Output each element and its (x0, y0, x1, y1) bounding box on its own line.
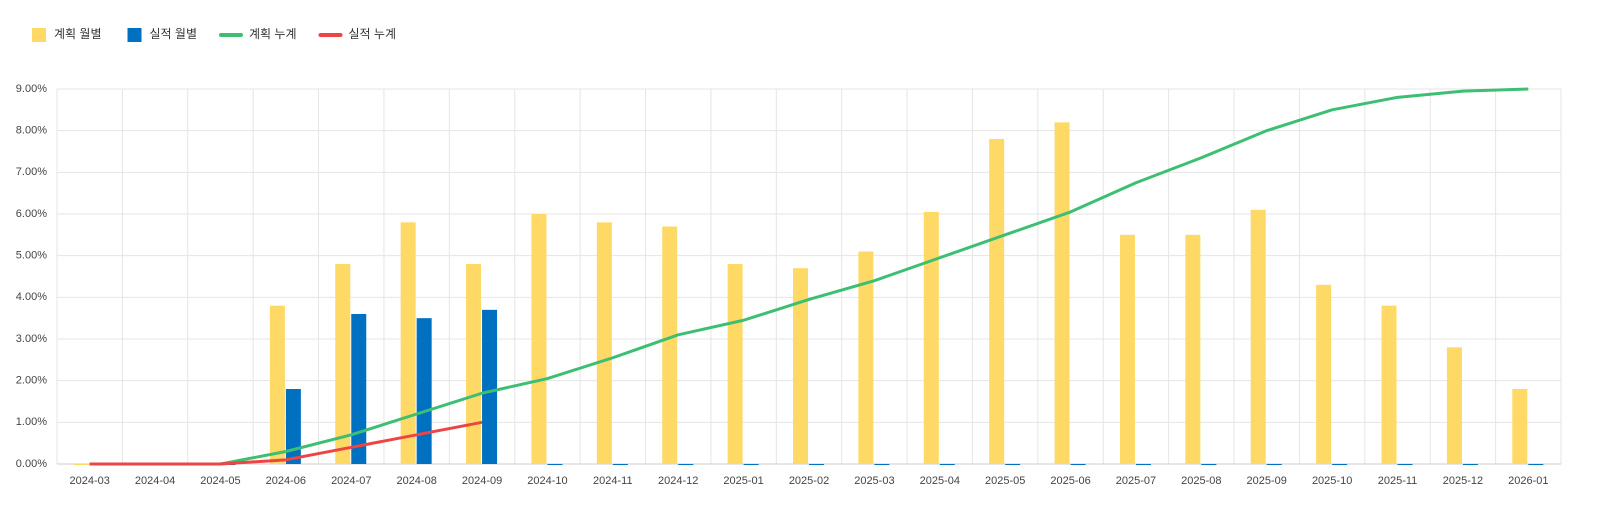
legend-label: 계획 누계 (249, 27, 297, 41)
bar (923, 211, 939, 464)
legend-swatch (219, 33, 243, 37)
bar (1528, 464, 1544, 465)
bar (1512, 389, 1528, 464)
bar (466, 264, 482, 464)
bar (547, 464, 563, 465)
bar (793, 268, 808, 464)
bar (662, 226, 678, 464)
legend-swatch (32, 28, 46, 42)
x-tick-label: 2025-09 (1247, 475, 1287, 487)
bar (482, 309, 498, 464)
bar (1201, 464, 1217, 465)
bar (858, 251, 874, 464)
x-tick-label: 2024-10 (527, 475, 567, 487)
x-tick-label: 2024-04 (135, 475, 175, 487)
y-tick-label: 5.00% (16, 250, 47, 262)
bar (1381, 305, 1397, 464)
bar (335, 264, 351, 464)
bar (1250, 209, 1266, 464)
bar (531, 214, 547, 464)
x-tick-label: 2025-12 (1443, 475, 1483, 487)
legend-label: 실적 월별 (150, 27, 198, 41)
bar (400, 222, 416, 464)
bar (73, 464, 89, 465)
bar (1266, 464, 1282, 465)
bar (612, 464, 628, 465)
bar (269, 305, 285, 464)
bar (874, 464, 890, 465)
x-tick-label: 2025-06 (1050, 475, 1090, 487)
y-tick-label: 3.00% (16, 333, 47, 345)
legend-label: 실적 누계 (349, 27, 397, 41)
bar (678, 464, 694, 465)
legend-label: 계획 월별 (54, 27, 102, 41)
line (89, 87, 1529, 466)
bar (743, 464, 759, 465)
x-tick-label: 2024-07 (331, 475, 371, 487)
x-tick-label: 2025-04 (920, 475, 960, 487)
x-tick-label: 2025-02 (789, 475, 829, 487)
y-tick-label: 2.00% (16, 375, 47, 387)
x-tick-label: 2025-05 (985, 475, 1025, 487)
bar (1185, 234, 1201, 464)
x-tick-label: 2024-12 (658, 475, 698, 487)
bar (1135, 464, 1151, 465)
bar (1332, 464, 1348, 465)
x-tick-label: 2024-09 (462, 475, 502, 487)
y-tick-label: 1.00% (16, 416, 47, 428)
x-tick-label: 2024-11 (593, 475, 633, 487)
x-tick-label: 2024-03 (70, 475, 110, 487)
x-tick-label: 2025-01 (723, 475, 763, 487)
y-tick-label: 0.00% (16, 458, 47, 470)
bar (1397, 464, 1413, 465)
y-tick-label: 6.00% (16, 208, 47, 220)
bar (1005, 464, 1021, 465)
bar (939, 464, 955, 465)
bar (416, 318, 432, 464)
x-tick-label: 2024-06 (266, 475, 306, 487)
bar (809, 464, 824, 465)
legend: 계획 월별 실적 월별 계획 누계 실적 누계 (32, 27, 396, 42)
x-tick-label: 2025-10 (1312, 475, 1352, 487)
bar (1070, 464, 1086, 465)
y-tick-label: 4.00% (16, 291, 47, 303)
x-tick-label: 2025-03 (854, 475, 894, 487)
bar (285, 389, 301, 464)
x-tick-label: 2025-08 (1181, 475, 1221, 487)
bar (351, 314, 367, 464)
x-tick-label: 2025-11 (1378, 475, 1418, 487)
line (89, 420, 483, 466)
y-tick-label: 7.00% (16, 166, 47, 178)
x-tick-label: 2025-07 (1116, 475, 1156, 487)
bar (1446, 347, 1462, 464)
legend-swatch (127, 28, 142, 42)
bar (596, 222, 612, 464)
bar (1054, 122, 1070, 464)
bar (1316, 284, 1332, 464)
x-tick-label: 2024-05 (200, 475, 240, 487)
y-tick-label: 8.00% (16, 125, 47, 137)
bar (989, 139, 1005, 464)
bar (1119, 234, 1135, 464)
bar (727, 264, 743, 464)
legend-swatch (318, 33, 343, 37)
x-tick-label: 2026-01 (1508, 475, 1548, 487)
x-tick-label: 2024-08 (396, 475, 436, 487)
bar (1462, 464, 1478, 465)
y-tick-label: 9.00% (16, 83, 47, 95)
